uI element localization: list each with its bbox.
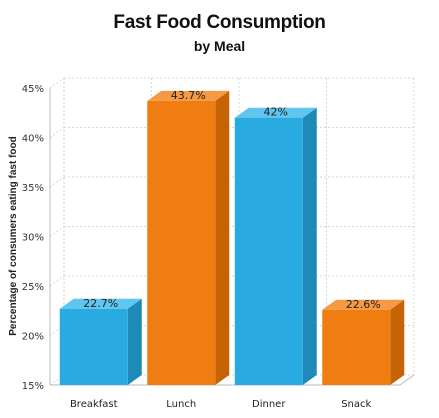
chart-title: Fast Food Consumption <box>113 12 326 33</box>
y-tick-label: 35% <box>22 183 44 194</box>
x-tick-label: Breakfast <box>70 399 118 410</box>
bar-side <box>127 298 142 385</box>
bar-top <box>147 90 230 101</box>
bar-top <box>234 107 317 118</box>
bar-value-label: 22.6% <box>346 298 381 311</box>
bar-front <box>59 308 128 385</box>
bar-dinner <box>234 107 317 385</box>
bar-side <box>390 299 405 385</box>
gridline-diagonal <box>49 374 65 386</box>
bar-value-label: 42% <box>264 106 288 119</box>
y-tick-label: 40% <box>22 134 44 145</box>
y-tick-label: 30% <box>22 233 44 244</box>
chart-subtitle: by Meal <box>193 38 246 54</box>
gridline-diagonal <box>49 325 65 336</box>
x-tick-label: Dinner <box>252 399 286 410</box>
gridline-diagonal <box>49 77 65 89</box>
gridline-diagonal <box>49 127 65 138</box>
bar-top <box>322 299 405 310</box>
bar-top <box>59 298 142 309</box>
labels-layer: 22.7% Breakfast 43.7% Lunch 42% Dinner 22.6% Sn… <box>70 89 381 410</box>
gridline-diagonal <box>49 176 65 188</box>
y-tick-label: 25% <box>22 282 44 293</box>
y-tick-label: 20% <box>22 332 44 343</box>
x-tick-label: Snack <box>341 399 371 410</box>
y-axis-label: Percentage of consumers eating fast food <box>8 136 19 336</box>
x-tick-label: Lunch <box>166 399 196 410</box>
y-tick-label: 15% <box>22 381 44 392</box>
floor-edge <box>399 374 415 386</box>
bar-side <box>302 107 317 385</box>
bar-breakfast <box>59 298 142 385</box>
bars-layer <box>59 90 405 386</box>
bar-snack <box>322 299 405 385</box>
gridline-diagonal <box>49 226 65 237</box>
bar-front <box>322 309 391 385</box>
bar-value-label: 43.7% <box>171 89 206 102</box>
bar-value-label: 22.7% <box>83 297 118 310</box>
bar-side <box>215 90 230 386</box>
gridline-diagonal <box>49 275 65 287</box>
bar-front <box>234 117 303 385</box>
bar-lunch <box>147 90 230 386</box>
y-tick-label: 45% <box>22 84 44 95</box>
bar-front <box>147 100 216 386</box>
